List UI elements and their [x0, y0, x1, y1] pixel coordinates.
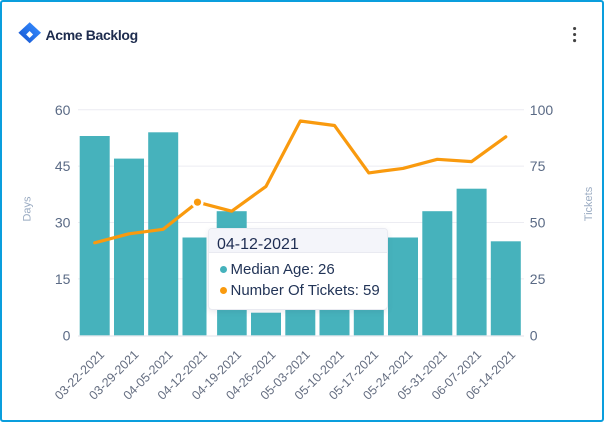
- svg-text:60: 60: [55, 102, 71, 118]
- svg-text:Days: Days: [21, 196, 33, 222]
- svg-text:100: 100: [530, 102, 554, 118]
- svg-text:0: 0: [63, 327, 71, 343]
- svg-text:Tickets: Tickets: [583, 186, 595, 221]
- svg-text:25: 25: [530, 271, 546, 287]
- svg-text:75: 75: [530, 158, 546, 174]
- svg-text:50: 50: [530, 215, 546, 231]
- svg-text:30: 30: [55, 215, 71, 231]
- svg-text:15: 15: [55, 271, 71, 287]
- svg-text:0: 0: [530, 327, 538, 343]
- svg-text:45: 45: [55, 158, 71, 174]
